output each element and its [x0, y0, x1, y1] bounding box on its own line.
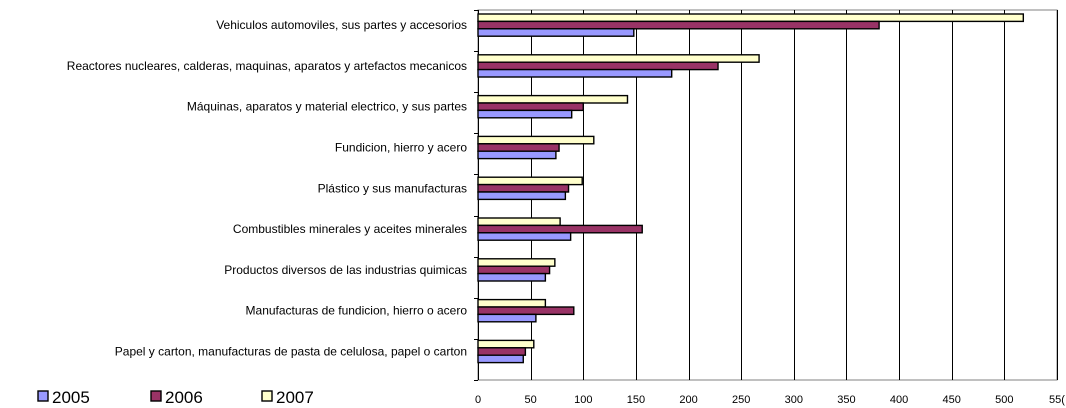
legend-label-2007: 2007: [276, 388, 314, 407]
x-tick-label: 300: [785, 394, 803, 406]
category-label: Reactores nucleares, calderas, maquinas,…: [67, 59, 467, 73]
bar-2005: [477, 28, 635, 37]
legend-swatch-2007: [261, 390, 273, 402]
bar-2005: [477, 150, 557, 160]
bar-2006: [477, 347, 527, 356]
bar-2007: [477, 258, 556, 267]
x-tick-label: 55(: [1049, 394, 1065, 406]
bar-2005: [477, 109, 573, 119]
x-tick-label: 50: [525, 394, 537, 406]
x-tick-label: 100: [574, 394, 592, 406]
category-label: Máquinas, aparatos y material electrico,…: [187, 100, 467, 114]
category-label: Fundicion, hierro y acero: [335, 141, 467, 155]
bar-2005: [477, 68, 673, 78]
bar-2007: [477, 176, 583, 186]
category-label: Manufacturas de fundicion, hierro o acer…: [246, 304, 468, 318]
bar-2006: [477, 143, 560, 152]
bar-2007: [477, 13, 1025, 23]
bar-2006: [477, 265, 551, 275]
bar-2006: [477, 61, 719, 71]
bar-2007: [477, 94, 629, 104]
legend-label-2006: 2006: [165, 388, 203, 407]
x-tick-label: 200: [679, 394, 697, 406]
bar-2006: [477, 306, 575, 316]
bar-2005: [477, 272, 547, 282]
x-tick-label: 0: [475, 394, 481, 406]
bar-2006: [477, 102, 584, 112]
category-label: Productos diversos de las industrias qui…: [224, 263, 467, 277]
category-label: Vehiculos automoviles, sus partes y acce…: [216, 18, 467, 32]
bar-2007: [477, 54, 760, 63]
legend-swatch-2006: [150, 390, 162, 402]
x-tick-label: 450: [943, 394, 961, 406]
bar-2007: [477, 339, 535, 349]
bar-2005: [477, 354, 524, 364]
bar-2007: [477, 217, 561, 227]
bar-2006: [477, 224, 643, 234]
bar-2006: [477, 183, 570, 193]
bar-2007: [477, 135, 595, 145]
category-label: Plástico y sus manufacturas: [318, 181, 467, 195]
category-label: Combustibles minerales y aceites mineral…: [233, 222, 467, 236]
x-tick-label: 150: [627, 394, 645, 406]
bar-2006: [477, 20, 880, 30]
x-tick-label: 250: [732, 394, 750, 406]
x-tick-label: 400: [890, 394, 908, 406]
legend-label-2005: 2005: [52, 388, 90, 407]
bar-2005: [477, 232, 572, 241]
bar-2005: [477, 191, 567, 201]
x-tick-label: 350: [837, 394, 855, 406]
legend-swatch-2005: [37, 390, 49, 402]
bar-2005: [477, 313, 537, 323]
category-label: Papel y carton, manufacturas de pasta de…: [115, 345, 467, 359]
x-tick-label: 500: [995, 394, 1013, 406]
bar-2007: [477, 298, 547, 308]
